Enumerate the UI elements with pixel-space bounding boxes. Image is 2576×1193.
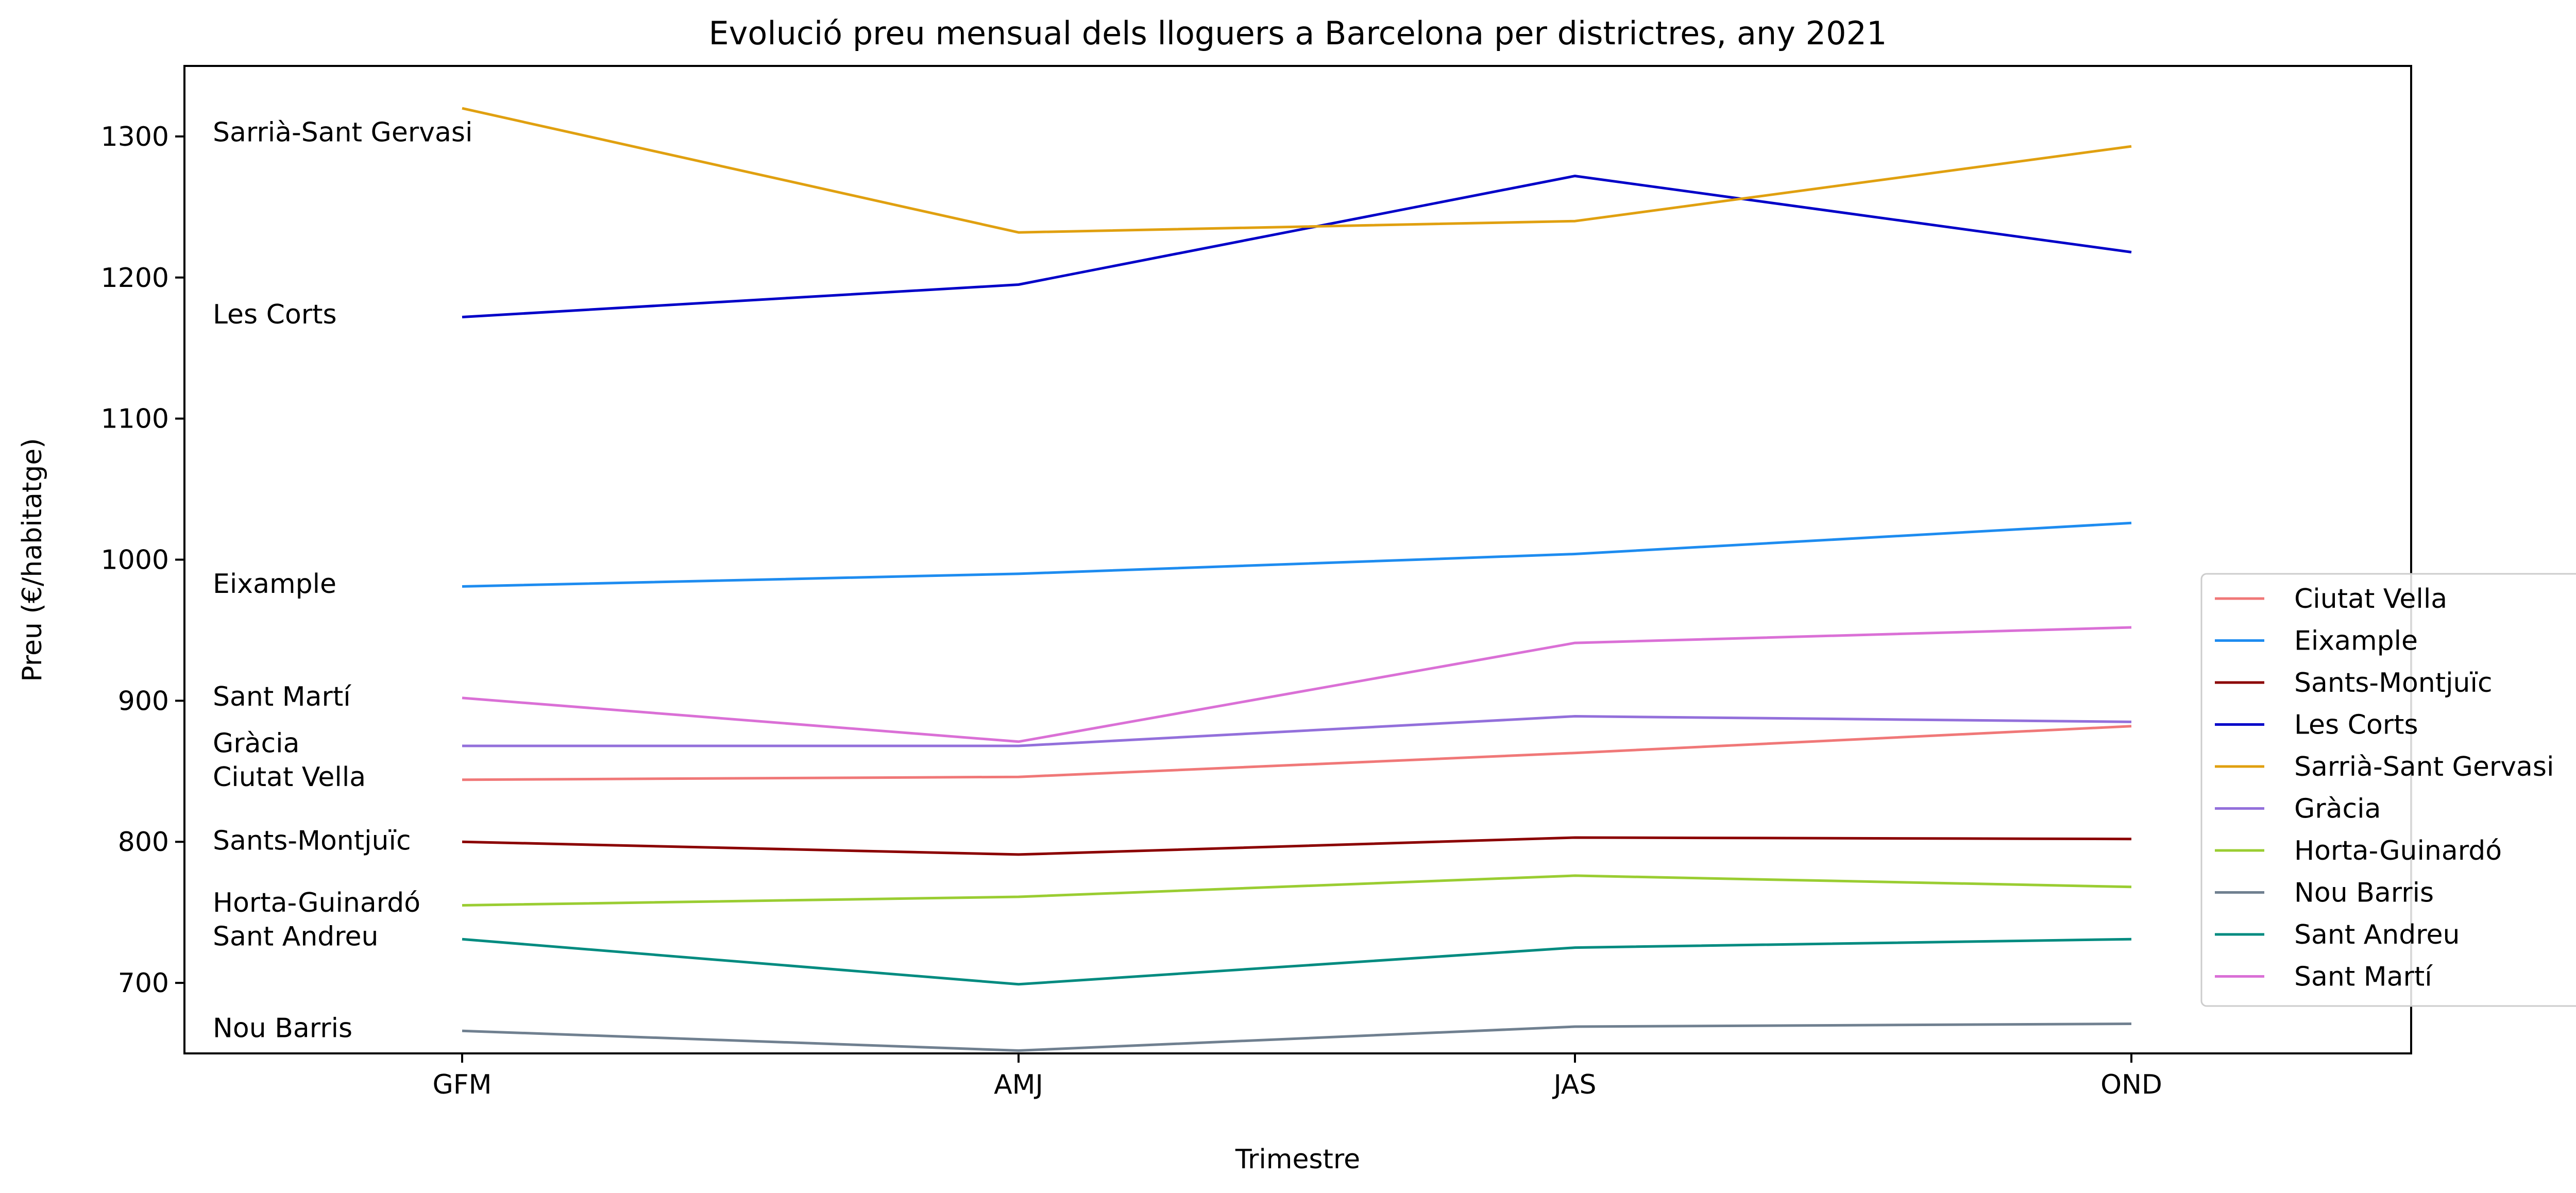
series-line-2 bbox=[462, 836, 2132, 856]
series-line-7 bbox=[462, 1022, 2132, 1052]
y-tick-label: 1200 bbox=[101, 263, 169, 294]
line-annotation: Sants-Montjuïc bbox=[213, 825, 411, 856]
series-line-9 bbox=[462, 626, 2132, 743]
x-tick-label: AMJ bbox=[994, 1069, 1043, 1100]
legend-label: Ciutat Vella bbox=[2294, 584, 2447, 615]
y-tick-label: 1100 bbox=[101, 404, 169, 435]
chart-title: Evolució preu mensual dels lloguers a Ba… bbox=[709, 14, 1887, 52]
series-line-8 bbox=[462, 938, 2132, 986]
series-line-5 bbox=[462, 715, 2132, 747]
x-axis-label: Trimestre bbox=[1235, 1144, 1360, 1175]
line-annotation: Sarrià-Sant Gervasi bbox=[213, 117, 472, 148]
y-tick-label: 1000 bbox=[101, 545, 169, 576]
x-tick-label: GFM bbox=[432, 1069, 492, 1100]
legend-frame bbox=[2200, 573, 2576, 1007]
legend-label: Sant Andreu bbox=[2294, 919, 2460, 950]
y-tick-label: 800 bbox=[118, 827, 169, 858]
series-line-3 bbox=[462, 175, 2132, 318]
legend-label: Gràcia bbox=[2294, 794, 2381, 825]
series-lines bbox=[462, 107, 2132, 1052]
legend-label: Sarrià-Sant Gervasi bbox=[2294, 752, 2554, 782]
line-annotation: Horta-Guinardó bbox=[213, 888, 420, 918]
y-axis: 700 800 900 1000 1100 1200 1300 bbox=[101, 122, 184, 999]
y-tick-label: 1300 bbox=[101, 122, 169, 152]
line-annotation: Sant Martí bbox=[213, 681, 351, 712]
x-tick-label: JAS bbox=[1552, 1069, 1596, 1100]
line-annotation: Ciutat Vella bbox=[213, 762, 366, 793]
x-axis: GFM AMJ JAS OND bbox=[432, 1053, 2162, 1100]
series-line-6 bbox=[462, 874, 2132, 907]
legend-label: Sant Martí bbox=[2294, 962, 2433, 993]
y-axis-label: Preu (€/habitatge) bbox=[17, 438, 48, 681]
line-annotation: Les Corts bbox=[213, 299, 337, 330]
legend-label: Eixample bbox=[2294, 626, 2418, 657]
legend-label: Nou Barris bbox=[2294, 878, 2434, 909]
line-annotation: Sant Andreu bbox=[213, 922, 378, 952]
y-tick-label: 700 bbox=[118, 968, 169, 999]
series-line-0 bbox=[462, 725, 2132, 781]
series-line-1 bbox=[462, 521, 2132, 588]
legend-label: Les Corts bbox=[2294, 710, 2418, 741]
line-annotation: Nou Barris bbox=[213, 1013, 352, 1044]
x-tick-label: OND bbox=[2100, 1069, 2162, 1100]
legend-label: Sants-Montjuïc bbox=[2294, 668, 2493, 698]
series-line-4 bbox=[462, 107, 2132, 234]
line-annotation: Eixample bbox=[213, 569, 336, 600]
y-tick-label: 900 bbox=[118, 686, 169, 717]
line-annotations: Sarrià-Sant Gervasi Les Corts Eixample Sant… bbox=[213, 117, 472, 1044]
legend-label: Horta-Guinardó bbox=[2294, 836, 2502, 866]
legend: Ciutat Vella Eixample Sants-Montjuïc Les Co… bbox=[2200, 573, 2576, 1007]
line-annotation: Gràcia bbox=[213, 728, 299, 759]
